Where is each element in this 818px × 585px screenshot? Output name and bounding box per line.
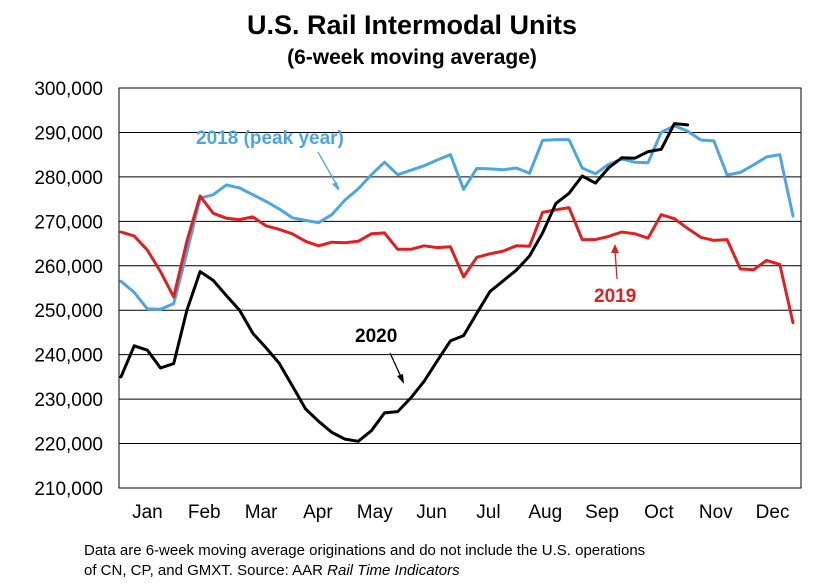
y-tick-label: 290,000 xyxy=(34,123,103,144)
chart-title: U.S. Rail Intermodal Units xyxy=(247,10,577,40)
x-tick-label: Jun xyxy=(416,502,447,523)
y-tick-label: 250,000 xyxy=(34,301,103,322)
x-tick-label: Sep xyxy=(585,502,619,523)
x-tick-label: Oct xyxy=(644,502,674,523)
footnote: Data are 6-week moving average originati… xyxy=(84,541,645,581)
label-2019: 2019 xyxy=(594,286,636,307)
y-tick-label: 240,000 xyxy=(34,346,103,367)
label-2020: 2020 xyxy=(355,326,397,347)
y-tick-label: 220,000 xyxy=(34,435,103,456)
x-axis: Jan Feb Mar Apr May Jun Jul Aug Sep Oct Nov Dec xyxy=(132,502,789,523)
y-tick-label: 300,000 xyxy=(34,79,103,100)
series-line-2019 xyxy=(119,194,795,325)
y-tick-label: 260,000 xyxy=(34,257,103,278)
arrow-2019-line xyxy=(614,249,618,280)
arrow-2020-line xyxy=(389,352,403,380)
arrow-2019-head xyxy=(611,244,619,253)
y-tick-label: 230,000 xyxy=(34,390,103,411)
x-tick-label: Dec xyxy=(756,502,790,523)
x-tick-label: Apr xyxy=(303,502,333,523)
y-tick-label: 280,000 xyxy=(34,168,103,189)
x-tick-label: Jul xyxy=(476,502,500,523)
footnote-source: of CN, CP, and GMXT. Source: AAR xyxy=(84,562,328,579)
arrow-2018-head xyxy=(332,182,339,191)
x-tick-label: Mar xyxy=(245,502,278,523)
footnote-source-title: Rail Time Indicators xyxy=(327,562,460,579)
chart: U.S. Rail Intermodal Units (6-week movin… xyxy=(34,10,802,523)
series-line-2020 xyxy=(119,122,690,443)
footnote-line-2: of CN, CP, and GMXT. Source: AAR Rail Ti… xyxy=(84,561,645,581)
label-2018: 2018 (peak year) xyxy=(196,128,344,149)
series-lines xyxy=(119,122,795,443)
series-line-2018 xyxy=(119,124,795,311)
x-tick-label: May xyxy=(357,502,393,523)
y-tick-label: 210,000 xyxy=(34,479,103,500)
x-tick-label: Nov xyxy=(699,502,733,523)
gridlines xyxy=(119,131,801,445)
y-tick-label: 270,000 xyxy=(34,212,103,233)
arrow-2020-head xyxy=(397,374,404,384)
x-tick-label: Feb xyxy=(188,502,221,523)
plot-area-border xyxy=(118,87,802,489)
footnote-line-1: Data are 6-week moving average originati… xyxy=(84,542,646,559)
chart-subtitle: (6-week moving average) xyxy=(287,46,537,69)
x-tick-label: Jan xyxy=(132,502,163,523)
x-tick-label: Aug xyxy=(528,502,562,523)
y-axis: 300,000 290,000 280,000 270,000 260,000 250,0… xyxy=(34,79,103,500)
